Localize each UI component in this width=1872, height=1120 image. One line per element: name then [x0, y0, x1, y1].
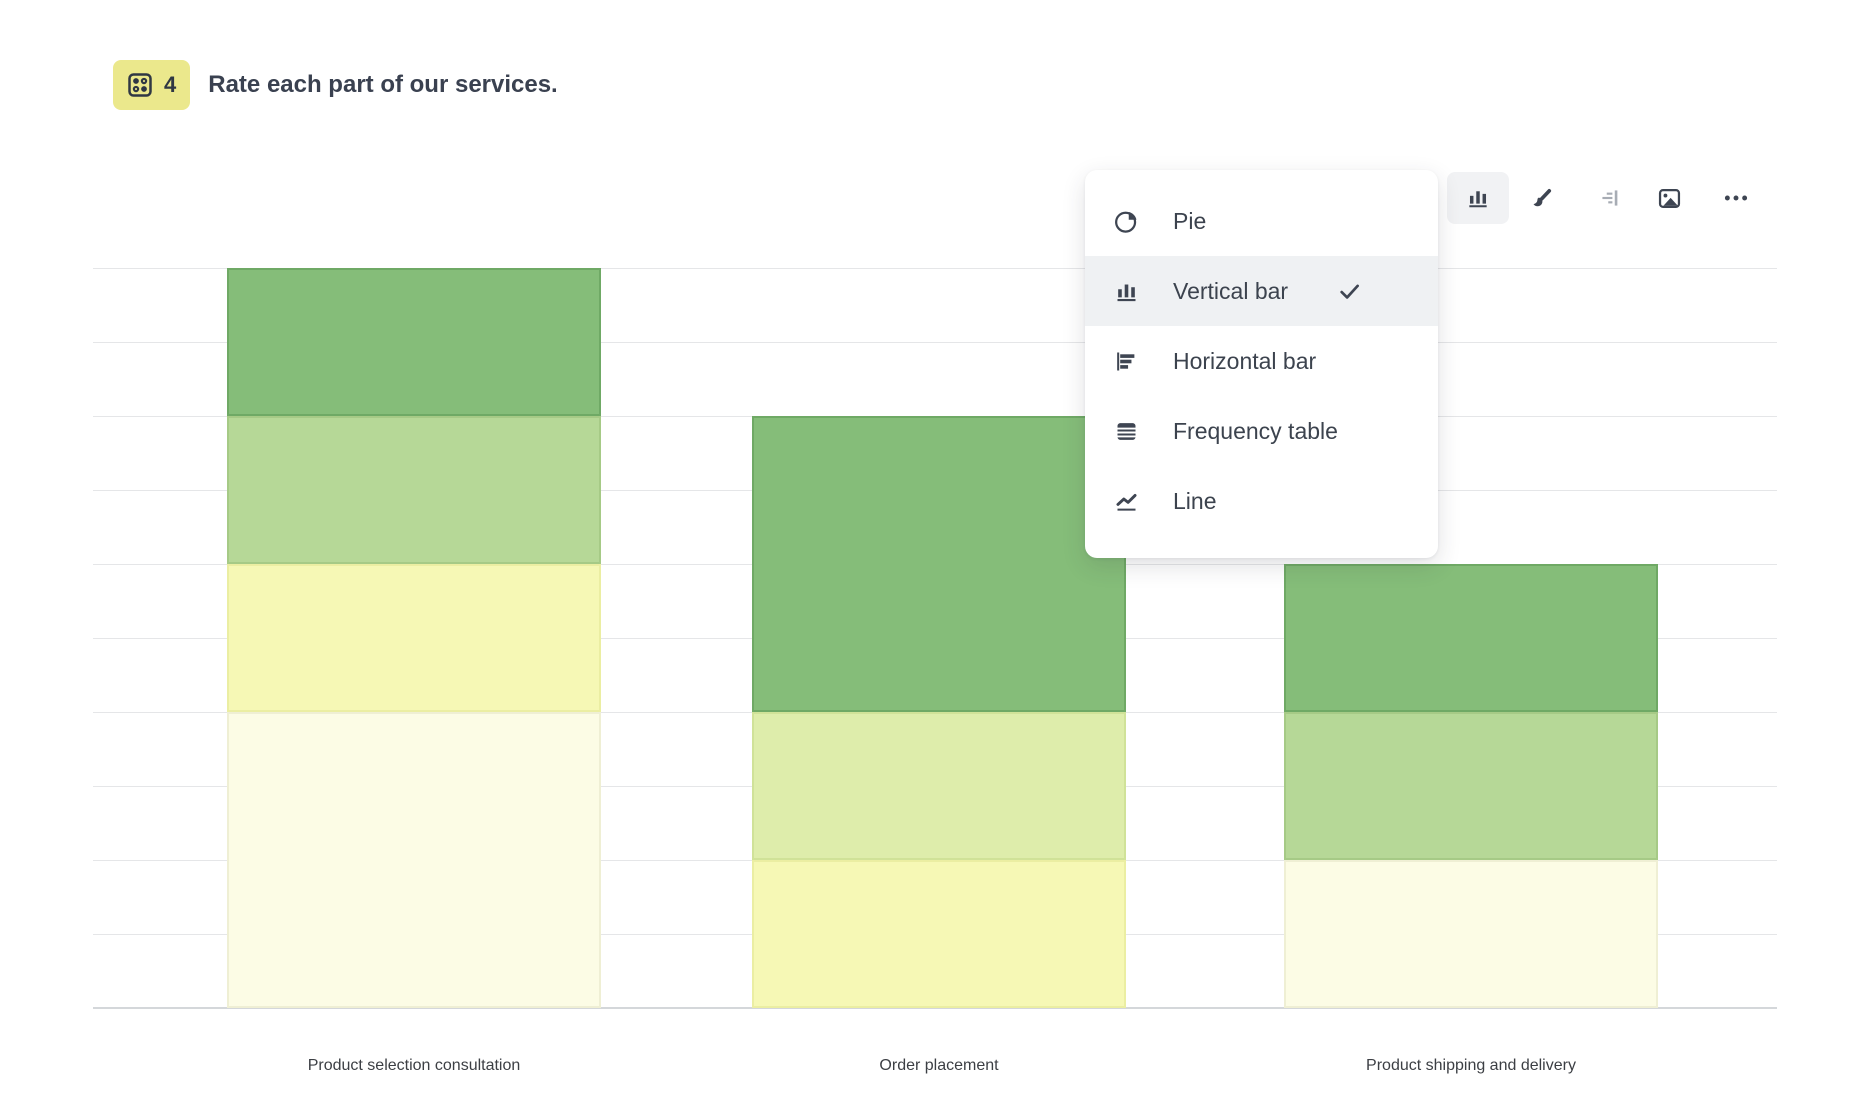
bar-segment-rating-cream[interactable] — [227, 712, 601, 1008]
bar-segment-rating-yellow-green[interactable] — [752, 712, 1126, 860]
image-icon — [1656, 185, 1683, 212]
menu-item-horizontal-bar[interactable]: Horizontal bar — [1085, 326, 1438, 396]
table-icon — [1113, 418, 1147, 445]
menu-item-pie[interactable]: Pie — [1085, 186, 1438, 256]
bar-segment-rating-pale-yellow[interactable] — [752, 860, 1126, 1008]
gridline — [93, 268, 1777, 269]
category-label: Product shipping and delivery — [1366, 1057, 1576, 1074]
style-button[interactable] — [1517, 174, 1565, 222]
pie-chart-icon — [1113, 208, 1147, 235]
question-number-badge: 4 — [113, 60, 191, 110]
line-chart-icon — [1113, 488, 1147, 515]
ellipsis-icon — [1722, 184, 1750, 212]
bar-segment-rating-darkest-green[interactable] — [752, 416, 1126, 712]
menu-item-label: Pie — [1173, 207, 1207, 234]
bar-segment-rating-darkest-green[interactable] — [1284, 564, 1658, 712]
bar-segment-rating-pale-yellow[interactable] — [227, 564, 601, 712]
value-labels-icon — [1597, 185, 1623, 211]
more-options-button[interactable] — [1712, 174, 1760, 222]
gridline — [93, 342, 1777, 343]
menu-item-label: Line — [1173, 487, 1217, 514]
question-header: 4 Rate each part of our services. — [113, 60, 558, 110]
matrix-question-icon — [125, 70, 155, 100]
menu-item-label: Vertical bar — [1173, 277, 1289, 304]
bar-chart-icon — [1465, 185, 1491, 211]
horizontal-bar-icon — [1113, 348, 1147, 375]
bar-segment-rating-medium-green[interactable] — [227, 416, 601, 564]
menu-item-frequency-table[interactable]: Frequency table — [1085, 396, 1438, 466]
category-label: Product selection consultation — [307, 1057, 521, 1074]
menu-item-label: Horizontal bar — [1173, 347, 1317, 374]
menu-item-label: Frequency table — [1173, 417, 1338, 444]
value-labels-button[interactable] — [1586, 174, 1634, 222]
check-icon — [1337, 279, 1362, 304]
question-title: Rate each part of our services. — [208, 71, 558, 98]
bar-segment-rating-cream[interactable] — [1284, 860, 1658, 1008]
chart-type-button[interactable] — [1447, 172, 1509, 224]
menu-item-vertical-bar[interactable]: Vertical bar — [1085, 256, 1438, 326]
bar-segment-rating-darkest-green[interactable] — [227, 268, 601, 416]
bar-segment-rating-medium-green[interactable] — [1284, 712, 1658, 860]
question-number: 4 — [164, 72, 177, 97]
category-label: Order placement — [879, 1057, 999, 1074]
vertical-bar-icon — [1113, 278, 1147, 305]
image-button[interactable] — [1645, 174, 1693, 222]
menu-item-line[interactable]: Line — [1085, 466, 1438, 536]
paintbrush-icon — [1528, 185, 1554, 211]
x-axis-line — [93, 1007, 1777, 1009]
chart-type-menu: Pie Vertical bar — [1085, 170, 1438, 558]
